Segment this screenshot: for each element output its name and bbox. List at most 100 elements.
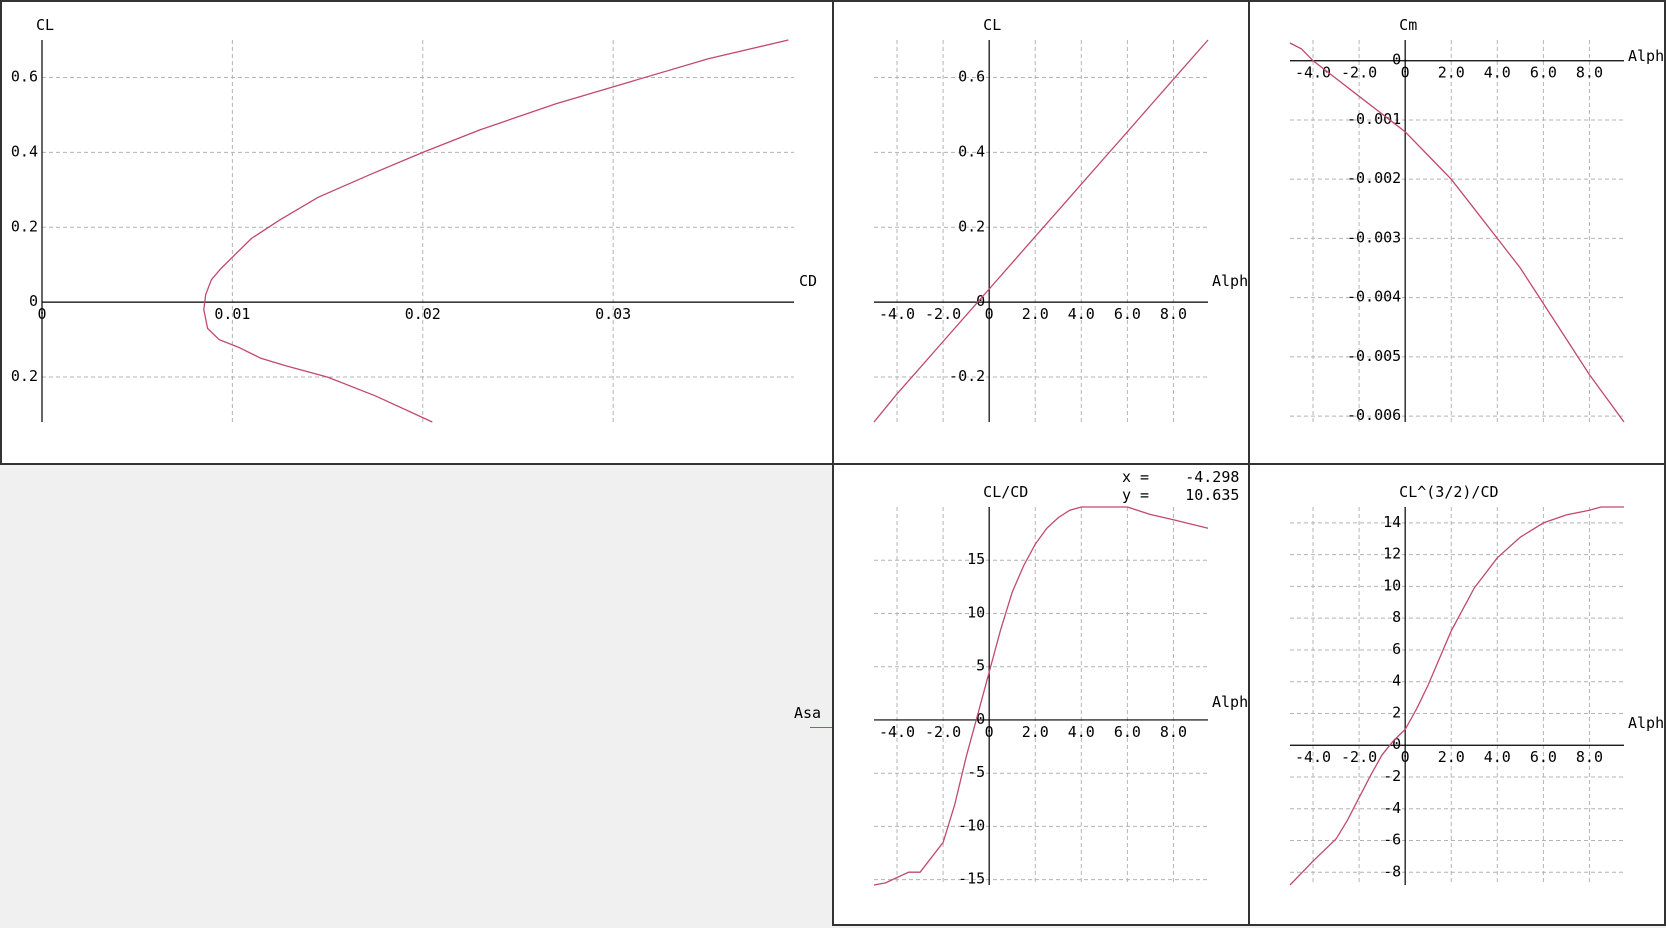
y-axis-label: Cm — [1399, 16, 1417, 34]
panel-clcd-alpha[interactable]: -4.0 -2.0 0 2.0 4.0 6.0 8.0 -15 -10 -5 0 5 10 15 CL/CD… — [832, 463, 1250, 926]
y-tick-label: 0 — [1392, 51, 1401, 69]
y-tick-label: -5 — [967, 763, 985, 781]
series-line — [203, 39, 789, 423]
series-line — [873, 39, 1209, 423]
x-tick-label: 8.0 — [1160, 723, 1187, 741]
y-tick-label: 14 — [1383, 513, 1401, 531]
y-tick-label: -0.003 — [1347, 228, 1401, 246]
x-tick-label: -2.0 — [925, 723, 961, 741]
y-tick-label: -2 — [1383, 767, 1401, 785]
x-tick-label: 4.0 — [1068, 305, 1095, 323]
y-tick-label: 0.2 — [958, 217, 985, 235]
x-tick-label: -2.0 — [925, 305, 961, 323]
y-tick-label: -10 — [958, 816, 985, 834]
y-tick-label: -0.001 — [1347, 110, 1401, 128]
x-tick-label: 6.0 — [1114, 723, 1141, 741]
chart-cl-cd: 0 0.01 0.02 0.03 0.2 0 0.2 0.4 0.6 CL CD — [11, 16, 817, 423]
y-tick-label: 6 — [1392, 640, 1401, 658]
y-tick-label: 0.2 — [11, 217, 38, 235]
x-tick-label: 2.0 — [1022, 723, 1049, 741]
x-tick-label: 8.0 — [1160, 305, 1187, 323]
y-tick-label: -6 — [1383, 831, 1401, 849]
y-tick-label: -4 — [1383, 799, 1401, 817]
x-tick-label: 8.0 — [1576, 748, 1603, 766]
panel-cl32cd-alpha[interactable]: -4.0 -2.0 0 2.0 4.0 6.0 8.0 -8 -6 -4 -2 0 2 4 6 8 10 12 14… — [1248, 463, 1666, 926]
x-tick-label: -2.0 — [1341, 64, 1377, 82]
y-tick-label: 0.4 — [958, 142, 985, 160]
y-tick-label: 5 — [976, 657, 985, 675]
panel-cl-cd[interactable]: 0 0.01 0.02 0.03 0.2 0 0.2 0.4 0.6 CL CD — [0, 0, 834, 465]
y-tick-label: -0.004 — [1347, 288, 1401, 306]
chart-cl32cd-alpha: -4.0 -2.0 0 2.0 4.0 6.0 8.0-8-6-4-202468101214… — [1289, 483, 1664, 886]
x-tick-label: 0 — [985, 723, 994, 741]
grid — [874, 507, 1208, 885]
readout-x-value: -4.298 — [1185, 468, 1240, 486]
y-tick-label: 0.6 — [958, 67, 985, 85]
x-tick-label: 6.0 — [1530, 748, 1557, 766]
x-axis-label: Alph — [1212, 272, 1248, 290]
y-tick-label: 0.6 — [11, 67, 38, 85]
series-line — [1289, 506, 1624, 886]
x-tick-label: 6.0 — [1530, 64, 1557, 82]
legend-swatch — [810, 727, 832, 728]
readout-y-label: y = — [1122, 486, 1150, 504]
x-axis-label: Alph — [1212, 693, 1248, 711]
grid — [1290, 40, 1624, 422]
x-tick-label: -4.0 — [1295, 748, 1331, 766]
x-tick-label: -2.0 — [1341, 748, 1377, 766]
y-tick-label: -0.002 — [1347, 169, 1401, 187]
y-tick-label: 0.2 — [11, 367, 38, 385]
y-tick-label: 2 — [1392, 703, 1401, 721]
y-tick-label: 0 — [976, 292, 985, 310]
chart-clcd-alpha: -4.0 -2.0 0 2.0 4.0 6.0 8.0 -15 -10 -5 0 5 10 15 CL/CD… — [873, 483, 1248, 888]
grid — [42, 40, 794, 422]
x-axis-label: Alph — [1628, 714, 1664, 732]
x-tick-label: 2.0 — [1022, 305, 1049, 323]
x-tick-label: 4.0 — [1484, 748, 1511, 766]
x-axis-label: CD — [799, 272, 817, 290]
y-tick-label: 15 — [967, 550, 985, 568]
grid — [874, 40, 1208, 422]
y-tick-label: 10 — [1383, 576, 1401, 594]
y-tick-label: -0.005 — [1347, 347, 1401, 365]
readout-y-value: 10.635 — [1185, 486, 1240, 504]
y-tick-label: 12 — [1383, 545, 1401, 563]
x-tick-label: -4.0 — [1295, 64, 1331, 82]
x-tick-label: 0 — [1401, 64, 1410, 82]
chart-cl-alpha: -4.0 -2.0 0 2.0 4.0 6.0 8.0 -0.2 0 0.2 0.4 0.6 CL Alp… — [873, 16, 1248, 423]
x-tick-label: 0 — [37, 305, 46, 323]
x-tick-label: 4.0 — [1068, 723, 1095, 741]
series-line — [1289, 42, 1625, 423]
y-tick-label: -8 — [1383, 862, 1401, 880]
x-tick-label: 0.02 — [405, 305, 441, 323]
x-tick-label: 2.0 — [1438, 64, 1465, 82]
y-tick-label: 0.4 — [11, 142, 38, 160]
chart-cm-alpha: -4.0 -2.0 0 2.0 4.0 6.0 8.0 -0.006 -0.005 -0.004 -… — [1289, 16, 1664, 424]
x-tick-label: 8.0 — [1576, 64, 1603, 82]
x-tick-label: -4.0 — [879, 305, 915, 323]
x-tick-label: -4.0 — [879, 723, 915, 741]
x-tick-label: 4.0 — [1484, 64, 1511, 82]
y-tick-label: 0 — [1392, 735, 1401, 753]
panel-cm-alpha[interactable]: -4.0 -2.0 0 2.0 4.0 6.0 8.0 -0.006 -0.005 -0.004 -… — [1248, 0, 1666, 465]
legend-label: Asa — [794, 704, 822, 722]
y-axis-label: CL/CD — [983, 483, 1028, 501]
y-axis-label: CL^(3/2)/CD — [1399, 483, 1498, 501]
x-axis-label: Alph — [1628, 47, 1664, 65]
x-tick-label: 0.01 — [214, 305, 250, 323]
y-tick-label: -0.006 — [1347, 406, 1401, 424]
y-tick-label: 0 — [29, 292, 38, 310]
y-axis-label: CL — [36, 16, 54, 34]
cursor-readout: x = -4.298 y = 10.635 — [1122, 468, 1239, 504]
x-tick-label: 0 — [985, 305, 994, 323]
x-tick-label: 6.0 — [1114, 305, 1141, 323]
y-tick-label: -15 — [958, 870, 985, 888]
y-axis-label: CL — [983, 16, 1001, 34]
y-tick-label: 10 — [967, 603, 985, 621]
y-tick-label: -0.2 — [949, 367, 985, 385]
x-tick-label: 2.0 — [1438, 748, 1465, 766]
readout-x-label: x = — [1122, 468, 1150, 486]
series-line — [873, 506, 1209, 886]
panel-cl-alpha[interactable]: -4.0 -2.0 0 2.0 4.0 6.0 8.0 -0.2 0 0.2 0.4 0.6 CL Alp… — [832, 0, 1250, 465]
